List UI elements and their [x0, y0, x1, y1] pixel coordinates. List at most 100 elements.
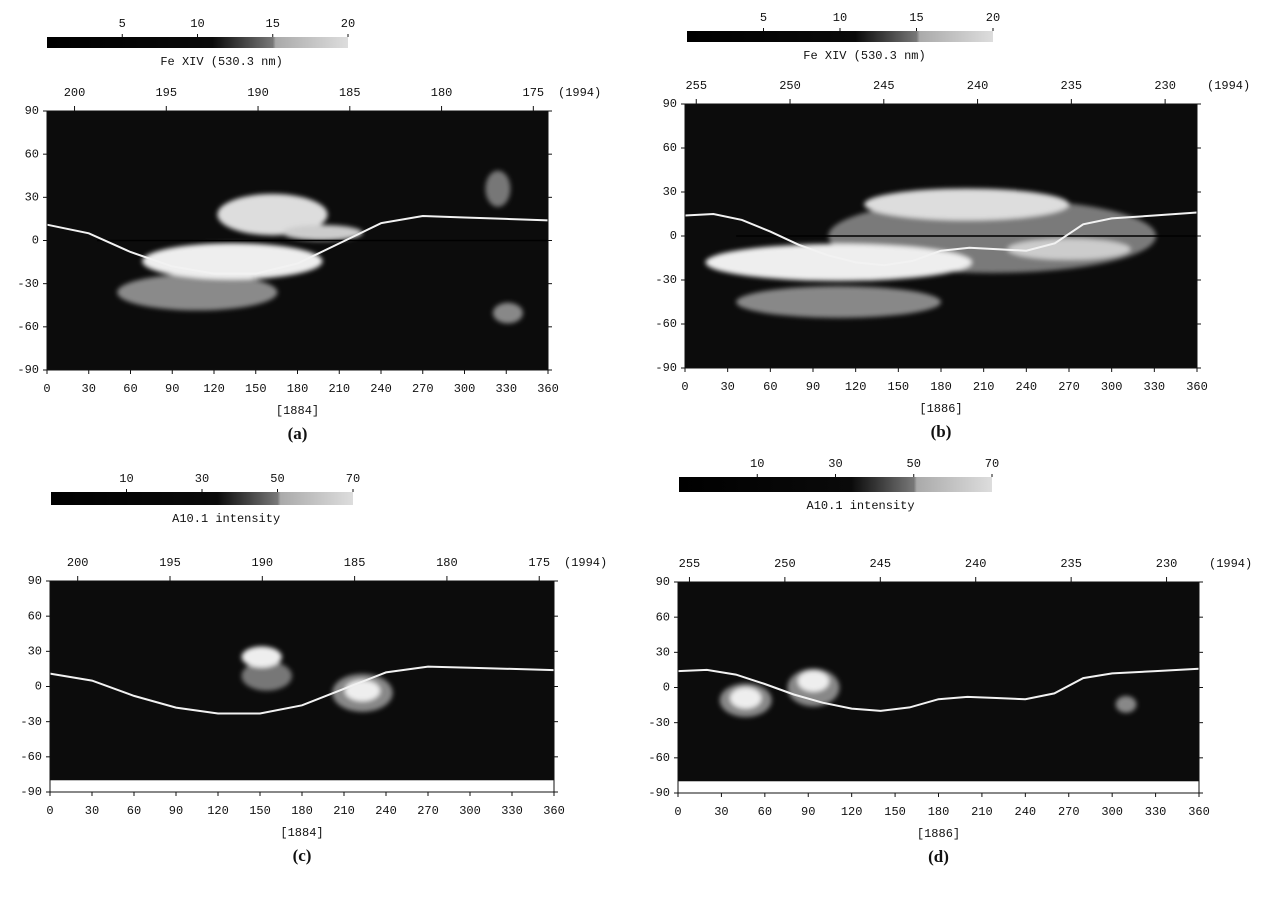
- y-tick-label: -30: [648, 716, 670, 730]
- x2-tick-label: 230: [1154, 79, 1176, 93]
- panel: 5 10 15 20 Fe XIV (530.3 nm) 0 30 60 90 120 150 180…: [655, 11, 1250, 441]
- x-tick-label: 180: [287, 382, 309, 396]
- colorbar: [47, 37, 348, 48]
- intensity-regions: [117, 170, 523, 324]
- y-tick-label: -60: [17, 320, 39, 334]
- x-tick-label: 150: [249, 804, 271, 818]
- x-tick-label: 270: [417, 804, 439, 818]
- x-tick-label: 90: [801, 805, 815, 819]
- x2-axis-label: (1994): [558, 86, 601, 100]
- intensity-region: [730, 687, 762, 709]
- intensity-region: [344, 680, 381, 702]
- intensity-region: [241, 661, 292, 691]
- x2-tick-label: 235: [1060, 557, 1082, 571]
- x-tick-label: 120: [207, 804, 229, 818]
- x2-tick-label: 245: [869, 557, 891, 571]
- colorbar-tick-label: 15: [266, 17, 280, 31]
- y-tick-label: 30: [663, 185, 677, 199]
- x-tick-label: 90: [169, 804, 183, 818]
- y-tick-label: -90: [17, 363, 39, 377]
- x-tick-label: 180: [291, 804, 313, 818]
- x2-axis-label: (1994): [564, 556, 607, 570]
- x2-tick-label: 180: [431, 86, 453, 100]
- map-background: [678, 582, 1199, 793]
- x-tick-label: 30: [714, 805, 728, 819]
- y-tick-label: 90: [663, 97, 677, 111]
- x-tick-label: 270: [412, 382, 434, 396]
- x-tick-label: 360: [543, 804, 565, 818]
- x-tick-label: 240: [1016, 380, 1038, 394]
- neutral-line: [49, 665, 555, 715]
- panel-label: (d): [928, 847, 949, 866]
- y-tick-label: -60: [648, 751, 670, 765]
- x2-tick-label: 195: [159, 556, 181, 570]
- x-tick-label: 0: [681, 380, 688, 394]
- panel: 10 30 50 70 A10.1 intensity 0 30 60 90 120 150 180 2…: [648, 457, 1252, 866]
- x2-tick-label: 185: [339, 86, 361, 100]
- y-tick-label: 0: [670, 229, 677, 243]
- y-tick-label: -30: [20, 715, 42, 729]
- colorbar: [679, 477, 992, 492]
- y-tick-label: 60: [28, 609, 42, 623]
- x-tick-label: 210: [973, 380, 995, 394]
- x2-tick-label: 250: [774, 557, 796, 571]
- x-tick-label: 240: [370, 382, 392, 396]
- y-tick-label: 30: [25, 191, 39, 205]
- intensity-region: [241, 646, 282, 668]
- colorbar-tick-label: 5: [119, 17, 126, 31]
- colorbar-tick-label: 15: [909, 11, 923, 25]
- panel-label: (b): [931, 422, 952, 441]
- x-tick-label: 300: [1101, 805, 1123, 819]
- colorbar: [687, 31, 993, 42]
- x-tick-label: 120: [203, 382, 225, 396]
- y-tick-label: 90: [25, 104, 39, 118]
- x2-tick-label: 255: [685, 79, 707, 93]
- x-axis-label: [1886]: [917, 827, 960, 841]
- x-tick-label: 180: [930, 380, 952, 394]
- y-tick-label: 30: [656, 646, 670, 660]
- x-tick-label: 240: [375, 804, 397, 818]
- intensity-region: [217, 193, 328, 236]
- y-tick-label: 90: [28, 574, 42, 588]
- colorbar-label: Fe XIV (530.3 nm): [160, 55, 282, 69]
- x-tick-label: 300: [1101, 380, 1123, 394]
- panel: 10 30 50 70 A10.1 intensity 0 30 60 90 120 150 180 2…: [20, 472, 607, 865]
- intensity-region: [282, 224, 363, 241]
- colorbar-tick-label: 10: [833, 11, 847, 25]
- x-tick-label: 0: [674, 805, 681, 819]
- intensity-region: [864, 188, 1069, 221]
- panel-label: (a): [288, 424, 308, 443]
- x-tick-label: 210: [333, 804, 355, 818]
- x-tick-label: 60: [758, 805, 772, 819]
- colorbar-label: A10.1 intensity: [172, 512, 280, 526]
- x2-tick-label: 200: [67, 556, 89, 570]
- x2-tick-label: 190: [252, 556, 274, 570]
- x2-tick-label: 190: [247, 86, 269, 100]
- x2-tick-label: 240: [967, 79, 989, 93]
- x-axis-label: [1884]: [280, 826, 323, 840]
- x-tick-label: 330: [501, 804, 523, 818]
- x-axis-label: [1884]: [276, 404, 319, 418]
- y-tick-label: -90: [655, 361, 677, 375]
- x-tick-label: 240: [1015, 805, 1037, 819]
- x2-tick-label: 240: [965, 557, 987, 571]
- y-tick-label: -30: [17, 277, 39, 291]
- x-tick-label: 30: [720, 380, 734, 394]
- x-tick-label: 300: [459, 804, 481, 818]
- y-tick-label: -30: [655, 273, 677, 287]
- x2-tick-label: 195: [155, 86, 177, 100]
- colorbar-label: A10.1 intensity: [807, 499, 915, 513]
- x-tick-label: 270: [1058, 380, 1080, 394]
- x2-tick-label: 185: [344, 556, 366, 570]
- x-tick-label: 210: [971, 805, 993, 819]
- y-tick-label: 90: [656, 575, 670, 589]
- x2-tick-label: 200: [64, 86, 86, 100]
- x2-tick-label: 245: [873, 79, 895, 93]
- neutral-line: [684, 211, 1198, 267]
- colorbar-tick-label: 5: [760, 11, 767, 25]
- x-axis-label: [1886]: [919, 402, 962, 416]
- intensity-region: [492, 302, 523, 324]
- x2-axis-label: (1994): [1207, 79, 1250, 93]
- y-tick-label: 60: [25, 147, 39, 161]
